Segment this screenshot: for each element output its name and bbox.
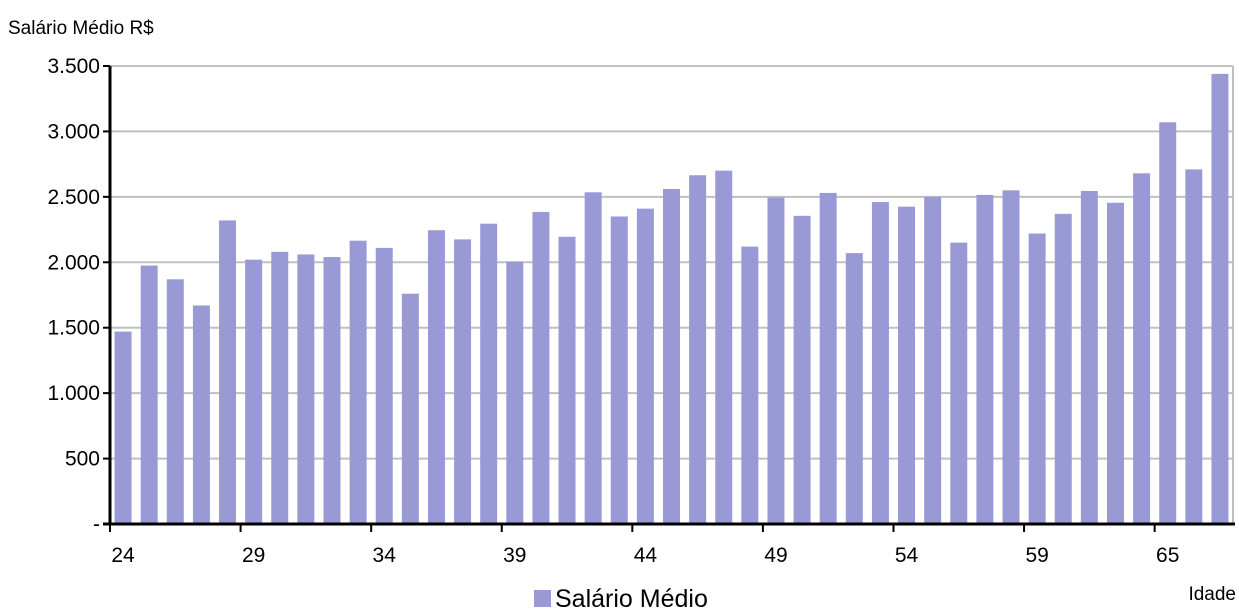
bar-52: [845, 253, 863, 524]
bar-59: [1028, 233, 1046, 525]
bar-27: [192, 305, 210, 524]
bar-53: [871, 202, 889, 524]
bar-60: [1054, 213, 1072, 524]
y-tick-labels: - 500 1.000 1.500 2.000 2.500 3.000 3.500: [47, 55, 100, 536]
y-tick-label: 500: [65, 448, 100, 471]
bar-46: [689, 175, 707, 524]
bar-36: [427, 230, 445, 524]
bar-64: [1159, 122, 1177, 525]
bar-57: [976, 194, 994, 524]
bar-63: [1133, 173, 1151, 524]
bar-54: [898, 206, 916, 524]
bar-35: [401, 293, 419, 524]
x-tick-label: 54: [895, 544, 919, 567]
legend-label-salario-medio: Salário Médio: [555, 585, 708, 609]
bar-29: [245, 259, 263, 524]
bar-32: [323, 257, 341, 524]
bar-61: [1080, 190, 1098, 524]
x-tick-label: 59: [1025, 544, 1048, 567]
legend-swatch: [534, 590, 551, 607]
bar-55: [924, 196, 942, 524]
bar-38: [480, 223, 498, 524]
bar-39: [506, 261, 524, 524]
bar-50: [793, 215, 811, 524]
axes: [103, 65, 1235, 532]
bar-25: [140, 265, 158, 524]
y-tick-label: 1.500: [47, 317, 100, 340]
x-tick-label: 65: [1156, 544, 1179, 567]
bar-47: [715, 170, 733, 524]
bar-51: [819, 192, 837, 524]
bar-43: [610, 216, 628, 524]
x-tick-label: 34: [373, 544, 397, 567]
y-tick-label: 2.500: [47, 186, 100, 209]
bar-49: [767, 197, 785, 525]
y-tick-label: 2.000: [47, 251, 100, 274]
bar-48: [741, 246, 759, 524]
bar-56: [950, 242, 968, 524]
bar-34: [375, 247, 393, 525]
y-tick-label: 1.000: [47, 382, 100, 405]
bar-26: [166, 279, 184, 524]
bar-65: [1185, 169, 1203, 524]
bar-45: [663, 189, 680, 524]
bar-33: [349, 240, 367, 525]
x-axis-title: Idade: [1188, 584, 1236, 605]
x-tick-label: 39: [503, 544, 526, 567]
bar-62: [1106, 202, 1124, 524]
bar-42: [584, 192, 602, 524]
x-tick-label: 49: [764, 544, 787, 567]
bars: [114, 73, 1229, 525]
bar-66: [1211, 73, 1229, 524]
bar-28: [219, 220, 237, 524]
legend: Salário Médio: [534, 585, 708, 609]
x-tick-label: 29: [242, 544, 265, 567]
y-axis-title: Salário Médio R$: [8, 18, 154, 39]
bar-37: [454, 239, 472, 524]
bar-24: [114, 331, 132, 524]
bar-44: [636, 208, 654, 525]
y-tick-label: -: [93, 513, 100, 536]
x-tick-label: 44: [634, 544, 658, 567]
x-tick-label: 24: [111, 544, 135, 567]
bar-40: [532, 211, 550, 525]
bar-30: [271, 251, 289, 524]
bar-41: [558, 236, 576, 525]
y-tick-label: 3.000: [47, 120, 100, 143]
x-tick-labels: 24 29 34 39 44 49 54 59 65: [111, 544, 1179, 567]
bar-58: [1002, 190, 1020, 525]
bar-31: [297, 254, 315, 525]
y-tick-label: 3.500: [47, 55, 100, 78]
